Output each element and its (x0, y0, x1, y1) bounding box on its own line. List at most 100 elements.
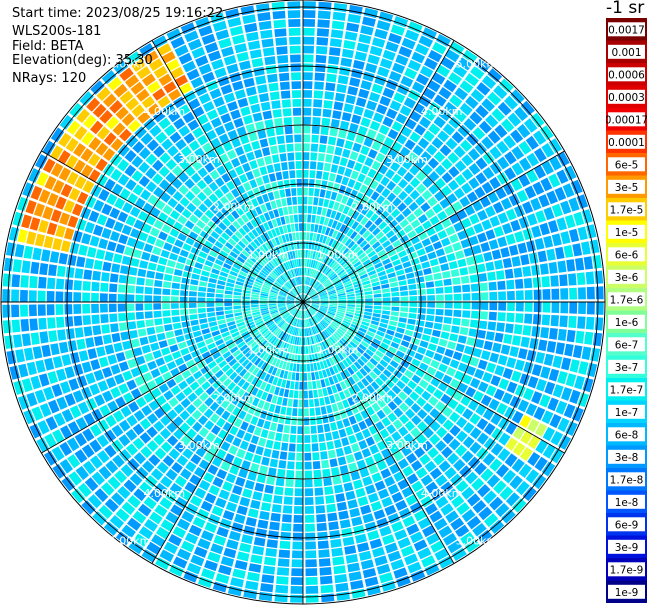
ppi-cell (590, 347, 601, 362)
ppi-cell (310, 223, 315, 232)
ppi-cell (210, 231, 220, 240)
ppi-cell (220, 461, 231, 472)
ppi-cell (286, 303, 295, 305)
ppi-cell (287, 152, 295, 161)
ppi-cell (260, 410, 268, 420)
ppi-cell (281, 332, 287, 341)
ppi-cell (215, 497, 227, 509)
ppi-cell (36, 437, 50, 453)
ppi-cell (234, 146, 245, 156)
ppi-cell (327, 327, 334, 334)
ppi-cell (265, 183, 273, 193)
ppi-cell (223, 378, 232, 387)
ppi-cell (168, 397, 179, 408)
ppi-cell (452, 277, 461, 285)
ppi-cell (266, 128, 275, 137)
ppi-cell (334, 393, 341, 402)
azimuth-spoke (302, 301, 565, 454)
ppi-cell (370, 254, 379, 262)
ppi-cell (465, 539, 480, 553)
ppi-cell (472, 127, 486, 140)
ppi-cell (561, 357, 572, 371)
ppi-cell (111, 439, 124, 453)
ppi-cell (459, 80, 474, 94)
ppi-cell (468, 265, 477, 274)
ppi-cell (363, 337, 372, 345)
ppi-cell (531, 326, 541, 338)
ppi-cell (278, 360, 284, 369)
ppi-cell (318, 274, 325, 282)
ppi-cell (285, 283, 291, 290)
ppi-cell (268, 82, 279, 92)
ppi-cell (287, 294, 295, 299)
ppi-cell (396, 229, 406, 239)
ppi-cell (560, 302, 569, 314)
ppi-cell (20, 289, 28, 302)
ppi-cell (311, 269, 315, 277)
ppi-cell (446, 193, 458, 204)
ppi-cell (174, 239, 184, 248)
ppi-cell (268, 210, 275, 220)
ppi-cell (95, 249, 106, 260)
colorbar-tick-label: 1.7e-6 (610, 294, 644, 306)
ppi-cell (56, 368, 67, 382)
ppi-cell (328, 271, 335, 278)
ppi-cell (234, 315, 243, 321)
ppi-cell (111, 424, 124, 437)
ppi-cell (237, 256, 246, 264)
ppi-cell (282, 312, 290, 318)
ppi-cell (178, 52, 193, 65)
ppi-cell (107, 354, 118, 365)
ppi-cell (118, 383, 129, 395)
ppi-cell (364, 334, 374, 341)
ppi-cell (308, 241, 312, 250)
ppi-cell (267, 220, 274, 229)
ppi-cell (104, 498, 119, 513)
ppi-cell (209, 401, 220, 412)
ppi-cell (337, 456, 347, 466)
ppi-cell (213, 96, 225, 108)
ppi-cell (232, 177, 242, 187)
ppi-cell (332, 278, 341, 284)
ppi-cell (202, 101, 215, 113)
ppi-cell (92, 103, 107, 118)
ppi-cell (387, 272, 396, 279)
ppi-cell (247, 231, 256, 240)
ppi-cell (273, 163, 281, 172)
ppi-cell (396, 380, 406, 390)
ppi-cell (189, 365, 199, 374)
ppi-cell (271, 311, 279, 316)
ppi-cell (247, 40, 261, 50)
ppi-cell (59, 341, 69, 354)
ppi-cell (275, 477, 285, 487)
ppi-cell (477, 232, 488, 243)
ppi-cell (281, 99, 291, 108)
ppi-cell (278, 305, 286, 309)
ppi-cell (453, 221, 464, 232)
ppi-cell (204, 356, 214, 365)
ppi-cell (109, 313, 118, 323)
ppi-cell (270, 422, 278, 432)
ppi-cell (319, 275, 326, 282)
colorbar-tick-label: 6e-9 (615, 519, 639, 531)
ppi-cell (383, 136, 395, 148)
ppi-cell (82, 281, 91, 291)
ppi-cell (360, 340, 369, 348)
ppi-cell (511, 458, 525, 473)
ppi-cell (409, 391, 420, 402)
ppi-cell (342, 536, 355, 546)
ppi-cell (242, 402, 251, 412)
ppi-cell (193, 208, 204, 219)
ppi-cell (329, 298, 338, 301)
ppi-cell (55, 304, 64, 315)
ppi-cell (175, 262, 185, 270)
ppi-cell (353, 105, 364, 116)
ppi-cell (281, 244, 287, 253)
ppi-cell (471, 477, 485, 491)
ppi-cell (581, 346, 592, 360)
ppi-cell (169, 482, 183, 495)
ppi-cell (341, 276, 350, 282)
ppi-cell (259, 271, 267, 278)
ppi-cell (304, 435, 311, 443)
ppi-cell (222, 421, 232, 432)
